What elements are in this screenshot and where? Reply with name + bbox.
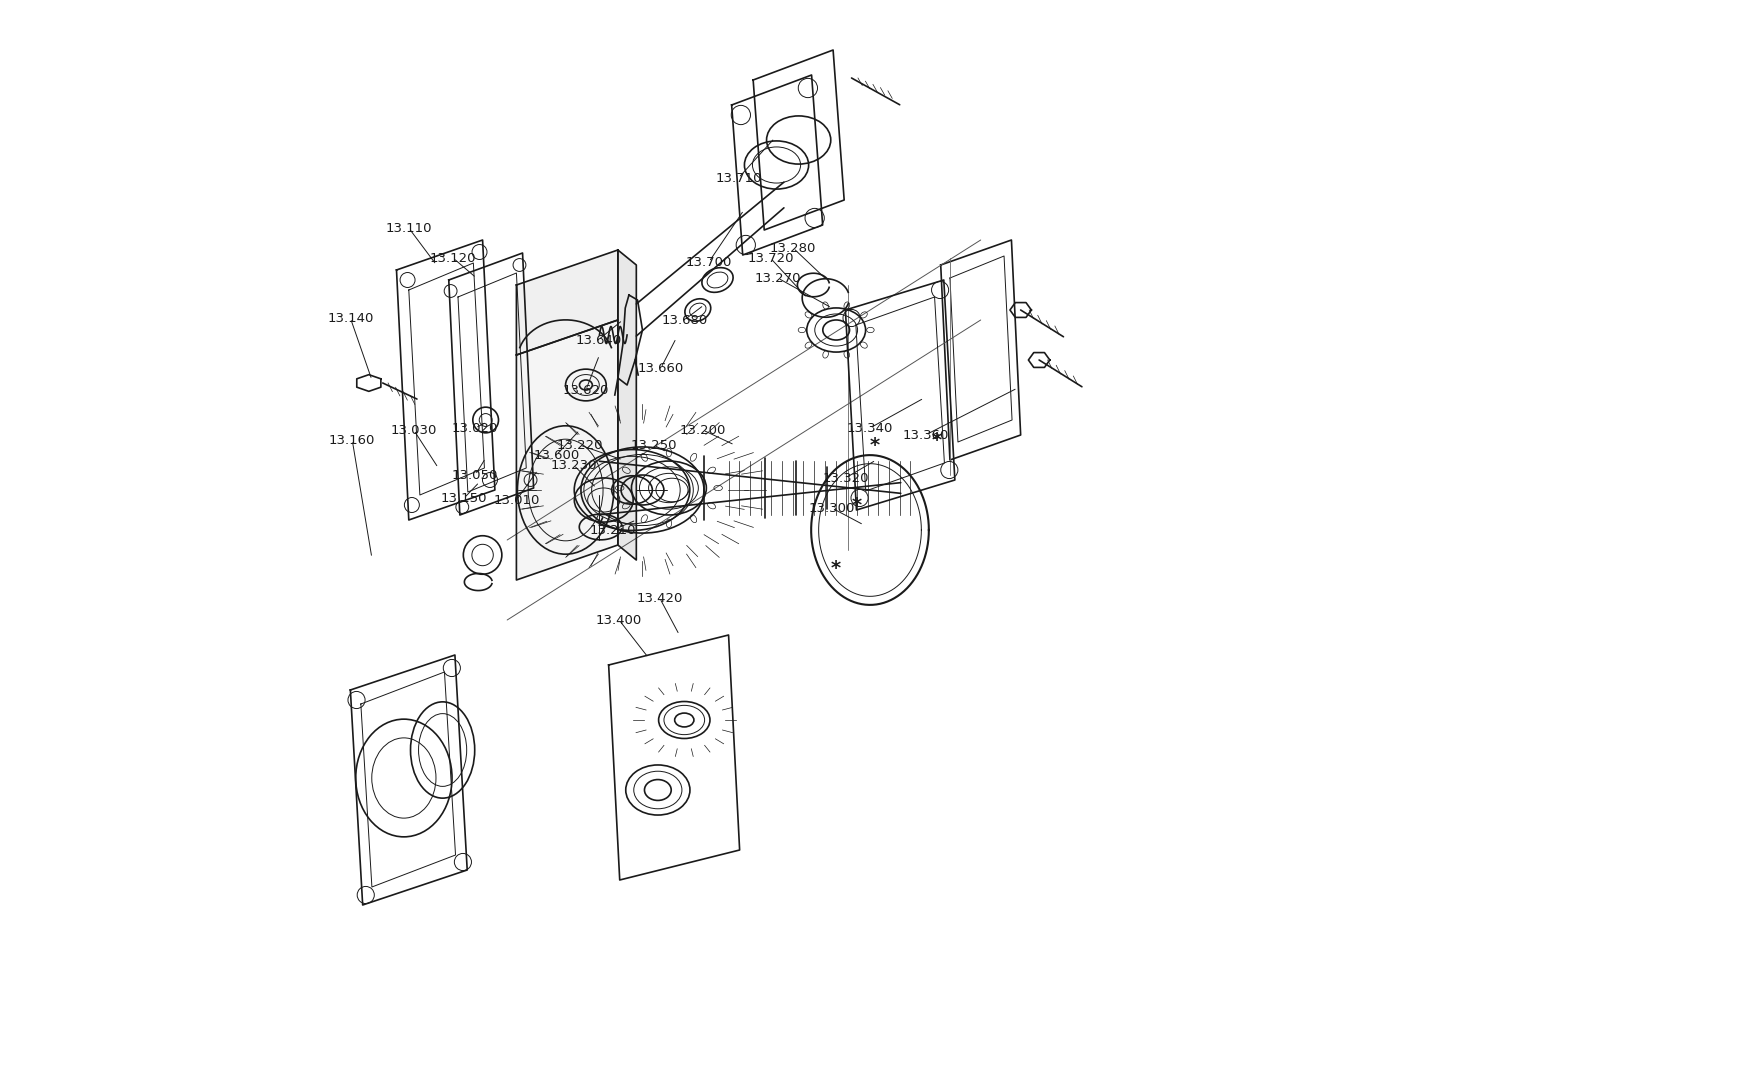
Polygon shape — [516, 250, 617, 355]
Text: 13.300: 13.300 — [809, 502, 854, 515]
Text: 13.270: 13.270 — [755, 272, 800, 285]
Text: 13.020: 13.020 — [452, 422, 497, 434]
Text: 13.700: 13.700 — [685, 256, 732, 269]
Text: 13.340: 13.340 — [847, 422, 892, 434]
Text: 13.030: 13.030 — [390, 424, 436, 437]
Text: 13.280: 13.280 — [769, 242, 816, 255]
Text: 13.140: 13.140 — [327, 311, 374, 324]
Text: *: * — [831, 559, 840, 578]
Text: 13.680: 13.680 — [661, 314, 708, 326]
Text: 13.400: 13.400 — [596, 613, 642, 627]
Text: 13.050: 13.050 — [452, 469, 497, 482]
Text: 13.620: 13.620 — [562, 383, 609, 397]
Text: 13.230: 13.230 — [550, 459, 596, 472]
Text: *: * — [870, 435, 880, 455]
Text: 13.660: 13.660 — [638, 362, 683, 374]
Text: 13.710: 13.710 — [715, 171, 762, 184]
Text: 13.210: 13.210 — [590, 523, 636, 536]
Text: 13.150: 13.150 — [440, 491, 487, 504]
Text: 13.110: 13.110 — [386, 221, 431, 234]
Text: 13.320: 13.320 — [823, 472, 868, 485]
Text: 13.010: 13.010 — [492, 493, 539, 506]
Polygon shape — [617, 250, 636, 560]
Text: 13.200: 13.200 — [680, 424, 725, 437]
Text: *: * — [850, 495, 861, 515]
Text: 13.600: 13.600 — [532, 448, 579, 461]
Text: 13.220: 13.220 — [556, 439, 603, 452]
Text: 13.120: 13.120 — [430, 251, 476, 264]
Text: 13.420: 13.420 — [636, 592, 682, 605]
Text: 13.250: 13.250 — [630, 439, 676, 452]
Text: 13.720: 13.720 — [746, 251, 793, 264]
Text: 13.360: 13.360 — [901, 428, 948, 442]
Text: 13.640: 13.640 — [576, 334, 621, 347]
Text: *: * — [930, 430, 941, 449]
Polygon shape — [516, 320, 617, 580]
Text: 13.160: 13.160 — [329, 433, 376, 446]
